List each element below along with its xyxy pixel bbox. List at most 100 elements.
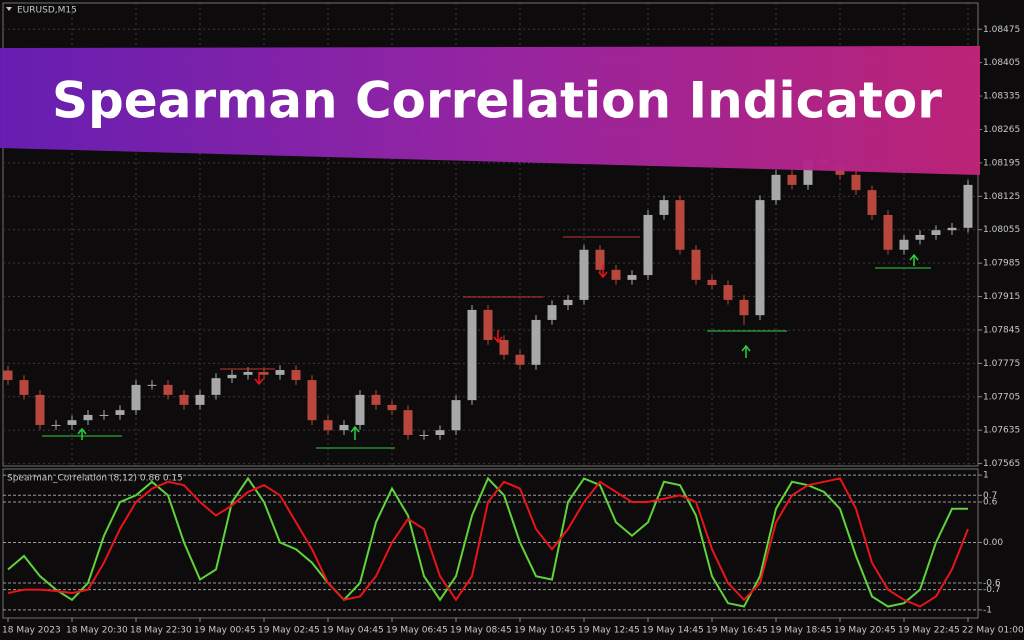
candle-body xyxy=(67,420,77,425)
x-tick-label: 19 May 16:45 xyxy=(706,626,768,636)
candle-body xyxy=(211,378,221,395)
candle-body xyxy=(51,424,61,426)
candle-body xyxy=(739,299,749,316)
candle-body xyxy=(147,384,157,386)
candle-body xyxy=(483,309,493,340)
candle-body xyxy=(931,230,941,235)
candle-body xyxy=(771,174,781,201)
candle-body xyxy=(899,239,909,250)
candle-body xyxy=(723,285,733,300)
x-tick-label: 19 May 08:45 xyxy=(450,626,512,636)
y-tick-label: 1.07775 xyxy=(983,359,1020,369)
candle-body xyxy=(323,420,333,431)
candle-body xyxy=(35,394,45,425)
y-tick-label: 1.08195 xyxy=(983,158,1020,168)
candle-body xyxy=(579,249,589,300)
y-tick-label: 1.07845 xyxy=(983,325,1020,335)
y-tick-label: 0.6 xyxy=(983,498,998,508)
y-tick-label: -0.7 xyxy=(983,585,1001,595)
y-tick-label: 0.7 xyxy=(983,491,997,501)
y-tick-label: 1.07985 xyxy=(983,259,1020,269)
candle-body xyxy=(387,404,397,411)
candle-body xyxy=(275,370,285,375)
candle-body xyxy=(243,371,253,375)
candle-body xyxy=(355,394,365,425)
candle-body xyxy=(179,394,189,405)
symbol-label: EURUSD,M15 xyxy=(17,6,77,16)
y-tick-label: -0.6 xyxy=(983,578,1001,588)
menu-icon xyxy=(6,7,12,11)
candle-body xyxy=(3,370,13,381)
signal-decor xyxy=(42,236,931,449)
candle-body xyxy=(659,200,669,215)
candle-body xyxy=(227,374,237,379)
candle-body xyxy=(499,339,509,355)
x-tick-label: 18 May 2023 xyxy=(2,626,61,636)
y-tick-label: -1 xyxy=(983,605,992,615)
candle-body xyxy=(563,299,573,306)
x-tick-label: 18 May 22:30 xyxy=(130,626,192,636)
x-tick-label: 19 May 18:45 xyxy=(770,626,832,636)
candle-body xyxy=(851,174,861,191)
x-tick-label: 19 May 12:45 xyxy=(578,626,640,636)
y-tick-label: 1.07635 xyxy=(983,426,1020,436)
candle-body xyxy=(163,384,173,395)
candle-body xyxy=(515,354,525,365)
candle-body xyxy=(531,319,541,365)
indicator-panel xyxy=(2,468,979,619)
x-tick-label: 19 May 20:45 xyxy=(834,626,896,636)
candle-body xyxy=(83,414,93,421)
y-tick-label: 1.07915 xyxy=(983,292,1020,302)
candle-body xyxy=(803,160,813,185)
y-tick-label: 1.07705 xyxy=(983,392,1020,402)
y-tick-label: 1.08475 xyxy=(983,25,1020,35)
candle-body xyxy=(451,400,461,431)
indicator-line xyxy=(7,477,969,608)
candle-body xyxy=(627,275,637,280)
y-tick-label: 1 xyxy=(983,471,989,481)
candle-body xyxy=(867,190,877,215)
candle-body xyxy=(435,430,445,435)
y-tick-label: 0.00 xyxy=(983,538,1003,548)
candle-body xyxy=(707,279,717,286)
candle-body xyxy=(947,227,957,231)
banner xyxy=(0,46,980,175)
candle-body xyxy=(259,371,269,375)
candle-body xyxy=(547,305,557,320)
candle-body xyxy=(611,269,621,280)
y-tick-label: 1.08125 xyxy=(983,192,1020,202)
x-tick-label: 18 May 20:30 xyxy=(66,626,128,636)
candle-body xyxy=(115,410,125,415)
candle-body xyxy=(19,380,29,395)
x-tick-label: 19 May 06:45 xyxy=(386,626,448,636)
candle-body xyxy=(787,174,797,185)
candle-body xyxy=(755,200,765,316)
x-tick-label: 19 May 02:45 xyxy=(258,626,320,636)
candle-body xyxy=(595,249,605,270)
candle-body xyxy=(883,214,893,250)
candle-body xyxy=(691,249,701,280)
candle-body xyxy=(467,309,477,401)
y-tick-label: 1.08265 xyxy=(983,125,1020,135)
banner-title: Spearman Correlation Indicator xyxy=(52,72,942,130)
candle-body xyxy=(915,234,925,240)
candle-body xyxy=(963,184,973,228)
candle-body xyxy=(419,434,429,436)
x-tick-label: 19 May 10:45 xyxy=(514,626,576,636)
candle-body xyxy=(99,414,109,416)
candle-body xyxy=(131,384,141,411)
x-tick-label: 19 May 14:45 xyxy=(642,626,704,636)
y-tick-label: 1.07565 xyxy=(983,459,1020,469)
candle-body xyxy=(643,214,653,276)
x-tick-label: 19 May 00:45 xyxy=(194,626,256,636)
y-tick-label: 1.08335 xyxy=(983,92,1020,102)
price-panel xyxy=(2,2,979,467)
candle-body xyxy=(371,394,381,405)
candle-body xyxy=(291,370,301,381)
x-tick-label: 19 May 04:45 xyxy=(322,626,384,636)
x-tick-label: 22 May 01:00 xyxy=(962,626,1024,636)
y-tick-label: 1.08055 xyxy=(983,225,1020,235)
x-tick-label: 19 May 22:45 xyxy=(898,626,960,636)
candle-body xyxy=(195,394,205,405)
